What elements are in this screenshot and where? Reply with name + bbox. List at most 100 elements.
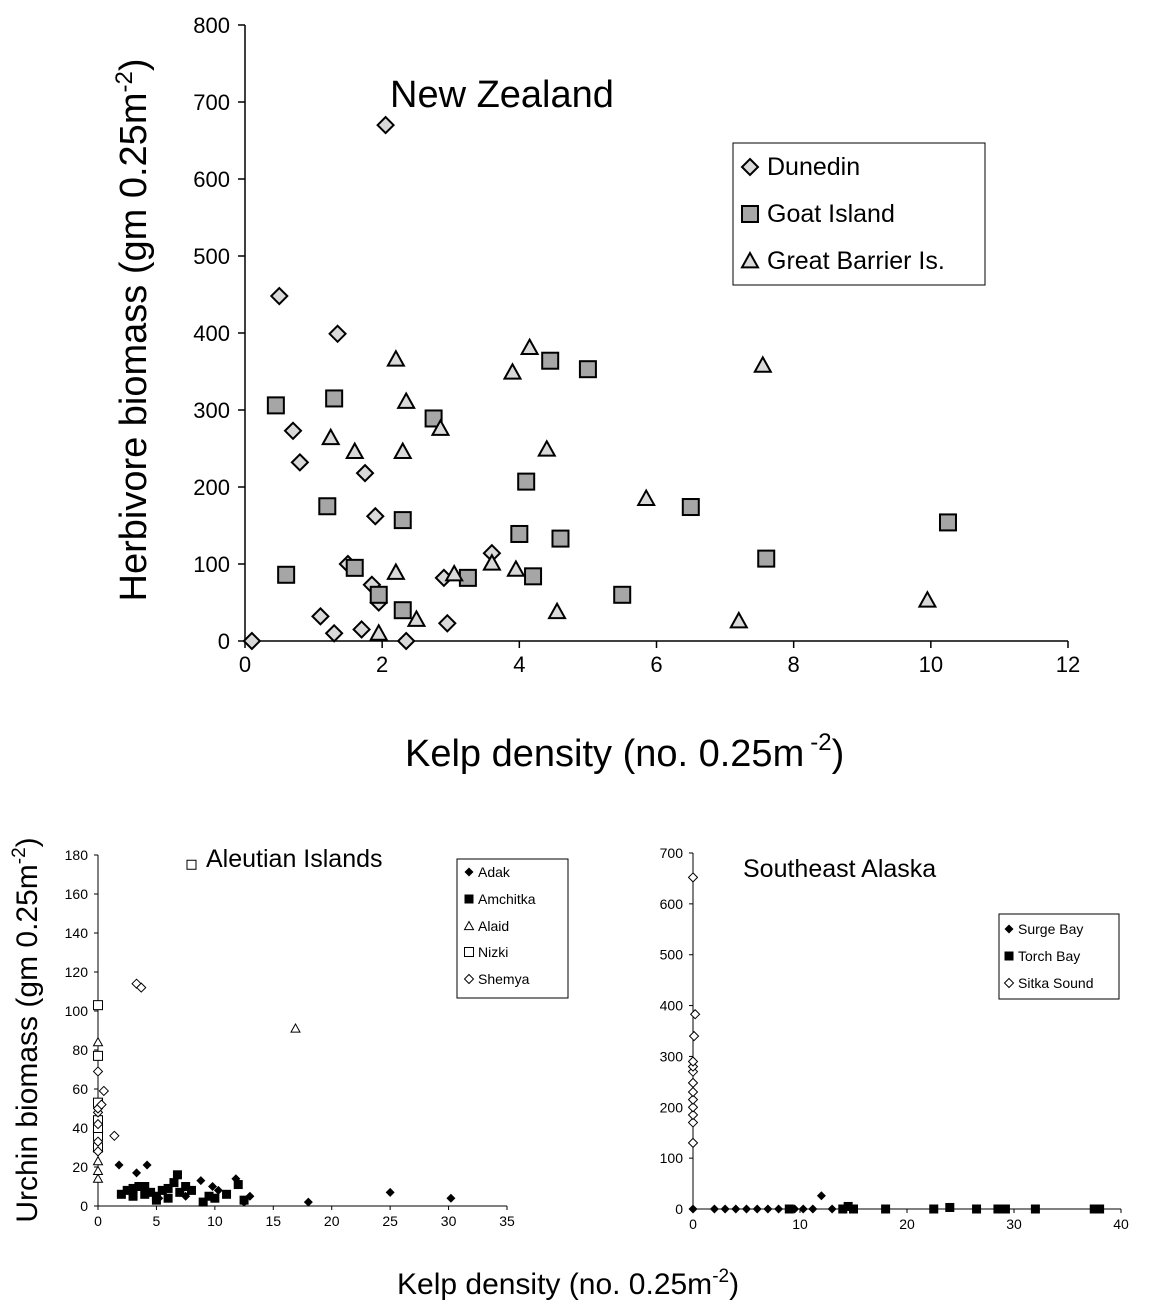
se-alaska-point-sitka-sound	[687, 1117, 699, 1128]
se-alaska-point-surge-bay	[731, 1204, 741, 1214]
nz-y-tick-label: 600	[193, 167, 230, 192]
nz-point-goat-island	[757, 549, 776, 568]
aleutian-y-tick-label: 120	[65, 964, 89, 980]
aleutian-point-amchitka	[198, 1197, 208, 1207]
se-alaska-point-surge-bay	[774, 1204, 784, 1214]
aleutian-point-amchitka	[122, 1185, 132, 1195]
se-alaska-point-surge-bay	[763, 1204, 773, 1214]
nz-point-goat-island	[551, 529, 570, 548]
se-alaska-legend-markers	[1003, 924, 1015, 989]
se-alaska-x-tick-label: 20	[899, 1216, 915, 1232]
se-alaska-point-surge-bay	[798, 1204, 808, 1214]
se-alaska-point-surge-bay	[720, 1204, 730, 1214]
se-alaska-point-torch-bay	[972, 1204, 982, 1214]
se-alaska-point-torch-bay	[1095, 1204, 1105, 1214]
nz-point-goat-island	[578, 360, 597, 379]
se-alaska-point-torch-bay	[849, 1204, 858, 1214]
se-alaska-point-sitka-sound	[687, 1102, 699, 1113]
aleutian-legend-box	[456, 858, 569, 999]
nz-point-dunedin	[355, 463, 375, 483]
nz-point-goat-island	[266, 396, 285, 415]
nz-legend-marker-goat-island	[741, 205, 759, 223]
se-alaska-point-surge-bay	[816, 1191, 826, 1201]
se-alaska-point-torch-bay	[1000, 1204, 1010, 1214]
aleutian-legend-markers	[463, 867, 475, 985]
se-alaska-title: Southeast Alaska	[743, 855, 936, 883]
aleutian-point-shemya	[92, 1136, 104, 1147]
se-alaska-point-torch-bay	[993, 1204, 1003, 1214]
aleutian-legend-marker-adak	[464, 867, 474, 877]
nz-legend-label-dunedin: Dunedin	[767, 153, 860, 181]
nz-axes: 0 2 4 6 8 10 12 0 100 200 300 400 500 600 700 800	[193, 13, 1080, 677]
aleutian-y-tick-label: 100	[65, 1003, 89, 1019]
nz-point-great-barrier-is	[393, 441, 413, 459]
aleutian-point-amchitka	[151, 1191, 161, 1201]
nz-point-dunedin	[328, 324, 348, 344]
aleutian-point-shemya	[96, 1099, 107, 1110]
aleutian-point-shemya	[92, 1118, 104, 1130]
nz-y-tick-label: 700	[193, 90, 230, 115]
nz-point-dunedin	[376, 115, 396, 135]
nz-point-goat-island	[325, 389, 344, 408]
aleutian-legend-label-nizki: Nizki	[478, 944, 508, 960]
aleutian-point-amchitka	[175, 1187, 185, 1197]
nz-point-great-barrier-is	[917, 590, 938, 608]
nz-x-tick-label: 8	[788, 652, 800, 677]
aleutian-marks	[92, 859, 456, 1207]
nz-point-great-barrier-is	[369, 623, 389, 641]
nz-point-great-barrier-is	[386, 349, 406, 367]
nz-y-tick-label: 500	[193, 244, 230, 269]
aleutian-point-shemya	[92, 1066, 104, 1077]
aleutian-y-tick-label: 40	[72, 1120, 88, 1136]
nz-point-goat-island	[458, 568, 477, 587]
aleutian-point-amchitka	[146, 1187, 156, 1197]
nz-point-great-barrier-is	[321, 427, 341, 446]
aleutian-point-adak	[303, 1197, 313, 1207]
se-alaska-point-sitka-sound	[687, 1109, 699, 1121]
se-alaska-point-sitka-sound	[687, 1056, 699, 1067]
se-alaska-y-tick-label: 600	[660, 896, 684, 912]
chart-aleutian-islands: 0 5 10 15 20 25 30 35 0 20 40 60 80 100 120 140 160 180 A…	[9, 837, 569, 1229]
nz-x-tick-label: 12	[1056, 652, 1080, 677]
nz-point-dunedin	[365, 506, 385, 526]
aleutian-y-axis-label: Urchin biomass (gm 0.25m-2)	[9, 837, 44, 1222]
aleutian-point-nizki	[186, 859, 197, 870]
aleutian-point-amchitka	[134, 1182, 144, 1191]
aleutian-legend-marker-amchitka	[464, 894, 474, 904]
aleutian-point-amchitka	[222, 1189, 232, 1199]
nz-point-great-barrier-is	[753, 355, 773, 373]
aleutian-point-amchitka	[169, 1178, 179, 1188]
nz-x-axis-label: Kelp density (no. 0.25m -2)	[405, 729, 844, 775]
aleutian-point-adak	[132, 1168, 142, 1178]
nz-point-great-barrier-is	[406, 609, 427, 627]
aleutian-point-amchitka	[186, 1185, 196, 1195]
aleutian-title: Aleutian Islands	[206, 845, 383, 873]
chart-new-zealand: 0 2 4 6 8 10 12 0 100 200 300 400 500 600 700 800 New Z…	[111, 13, 1080, 775]
nz-point-dunedin	[437, 613, 457, 633]
aleutian-x-tick-label: 0	[94, 1213, 102, 1229]
se-alaska-legend-label-torch-bay: Torch Bay	[1018, 948, 1080, 964]
nz-point-great-barrier-is	[519, 337, 540, 356]
nz-legend-label-great-barrier: Great Barrier Is.	[767, 247, 945, 275]
nz-point-goat-island	[938, 513, 957, 532]
aleutian-y-tick-label: 80	[72, 1042, 88, 1058]
se-alaska-point-torch-bay	[784, 1204, 794, 1214]
se-alaska-y-tick-label: 700	[660, 845, 684, 861]
nz-legend-markers	[740, 157, 760, 269]
nz-x-tick-label: 4	[513, 652, 525, 677]
aleutian-point-alaid	[92, 1155, 104, 1166]
nz-y-tick-label: 400	[193, 321, 230, 346]
nz-x-tick-label: 6	[650, 652, 662, 677]
se-alaska-point-surge-bay	[709, 1204, 719, 1214]
se-alaska-x-tick-label: 0	[689, 1216, 697, 1232]
se-alaska-legend-box	[998, 913, 1120, 1000]
nz-y-tick-label: 300	[193, 398, 230, 423]
nz-point-goat-island	[613, 585, 632, 604]
se-alaska-point-torch-bay	[1030, 1204, 1040, 1214]
nz-y-tick-label: 0	[218, 629, 230, 654]
nz-point-goat-island	[541, 351, 560, 370]
aleutian-point-adak	[208, 1182, 218, 1191]
nz-y-tick-label: 100	[193, 552, 230, 577]
nz-point-dunedin	[283, 421, 303, 441]
